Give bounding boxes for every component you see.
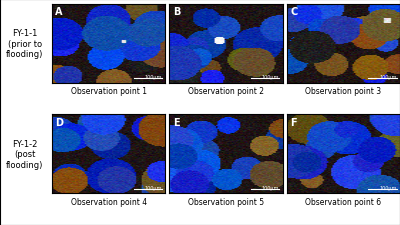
Text: Observation point 2: Observation point 2: [188, 87, 264, 96]
Text: D: D: [55, 117, 63, 127]
Text: Observation point 5: Observation point 5: [188, 197, 264, 206]
Text: E: E: [173, 117, 179, 127]
Text: Observation point 3: Observation point 3: [305, 87, 381, 96]
Text: 100μm: 100μm: [144, 185, 162, 190]
Text: 100μm: 100μm: [262, 75, 279, 80]
Text: 100μm: 100μm: [379, 75, 397, 80]
Text: FY-1-1
(prior to
flooding): FY-1-1 (prior to flooding): [6, 29, 44, 59]
Text: Observation point 1: Observation point 1: [71, 87, 147, 96]
Text: 100μm: 100μm: [262, 185, 279, 190]
Text: A: A: [55, 7, 63, 17]
Text: Observation point 6: Observation point 6: [305, 197, 381, 206]
Text: Observation point 4: Observation point 4: [71, 197, 147, 206]
Text: C: C: [290, 7, 297, 17]
Text: F: F: [290, 117, 297, 127]
Text: B: B: [173, 7, 180, 17]
Text: 100μm: 100μm: [379, 185, 397, 190]
Text: FY-1-2
(post
flooding): FY-1-2 (post flooding): [6, 139, 44, 169]
Text: 100μm: 100μm: [144, 75, 162, 80]
